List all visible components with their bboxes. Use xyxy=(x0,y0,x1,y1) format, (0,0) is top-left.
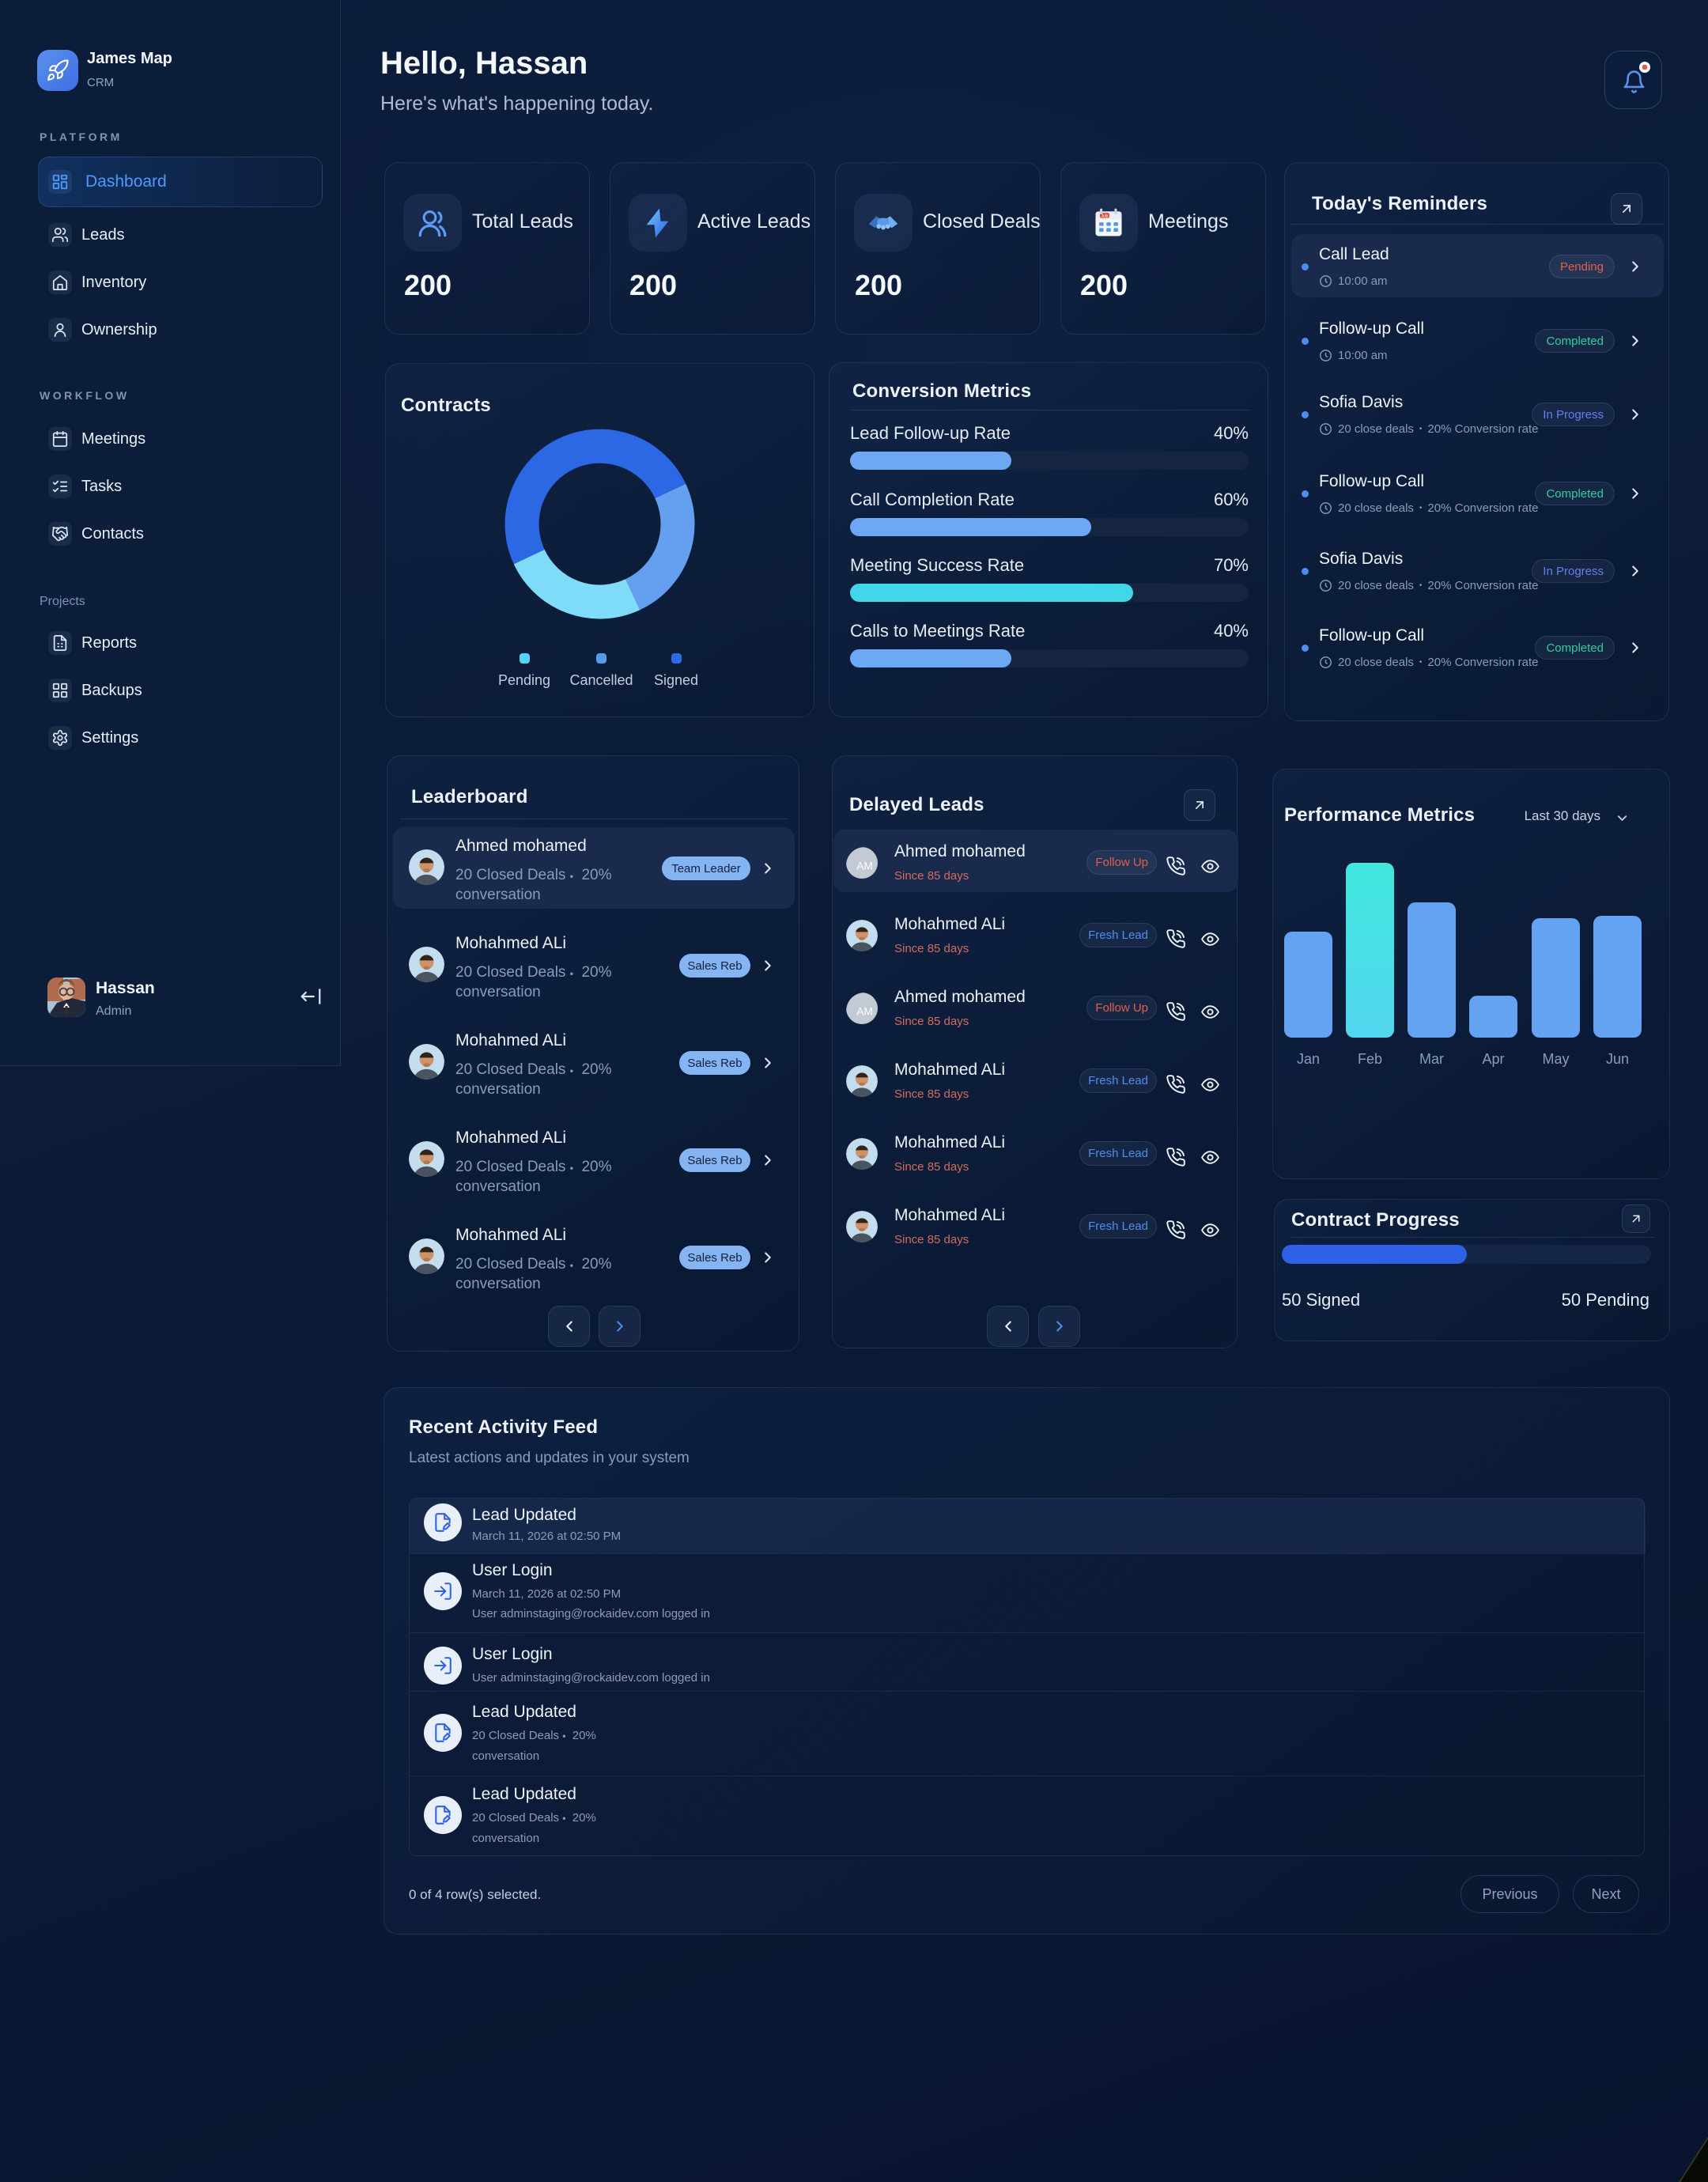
svg-text:AM: AM xyxy=(856,860,873,872)
svg-text:AM: AM xyxy=(856,1005,873,1017)
svg-text:July: July xyxy=(1101,214,1108,218)
